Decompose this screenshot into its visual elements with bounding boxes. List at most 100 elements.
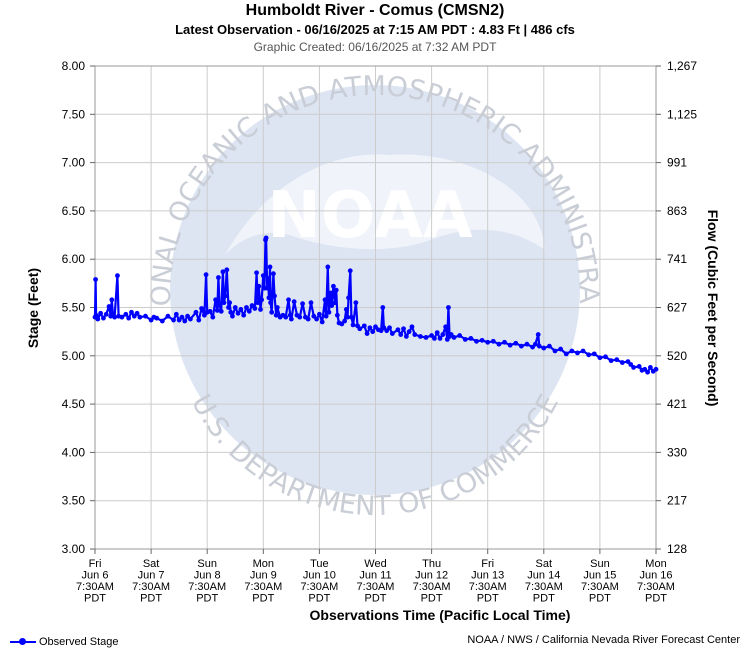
data-point — [513, 340, 519, 346]
data-point — [286, 297, 291, 303]
x-tick-label: Mon Jun 9 7:30AM PDT — [244, 558, 282, 605]
data-point — [502, 339, 507, 345]
data-point — [398, 332, 404, 337]
data-point — [216, 275, 221, 280]
data-point — [119, 314, 125, 320]
y-tick-label: 6.50 — [62, 204, 86, 218]
y2-tick-label: 1,267 — [667, 59, 697, 73]
data-point — [210, 314, 216, 320]
x-tick-label: Fri Jun 13 7:30AM PDT — [469, 558, 507, 605]
data-point — [332, 300, 338, 306]
data-point — [443, 324, 449, 330]
data-point — [334, 312, 340, 318]
data-point — [179, 314, 185, 320]
data-point — [106, 304, 112, 309]
y2-tick-label: 520 — [667, 349, 687, 363]
data-point — [468, 336, 474, 341]
data-point — [264, 285, 270, 291]
data-point — [314, 316, 319, 322]
data-point — [619, 360, 625, 365]
y2-tick-label: 627 — [667, 301, 687, 315]
data-point — [95, 316, 101, 322]
data-point — [325, 264, 331, 270]
data-point — [103, 311, 109, 317]
data-point — [409, 324, 415, 330]
y2-tick-label: 863 — [667, 204, 687, 218]
data-point — [196, 317, 202, 323]
data-point — [308, 300, 314, 306]
data-point — [207, 308, 213, 314]
data-point — [387, 325, 392, 331]
data-point — [536, 343, 542, 349]
x-tick-label: Wed Jun 11 7:30AM PDT — [357, 558, 395, 605]
data-point — [93, 312, 99, 318]
y2-tick-label: 128 — [667, 542, 687, 556]
y-tick-label: 7.50 — [62, 107, 86, 121]
data-point — [485, 339, 491, 345]
data-point — [274, 305, 280, 310]
data-point — [558, 346, 564, 352]
data-point — [287, 312, 293, 318]
x-tick-label: Sat Jun 14 7:30AM PDT — [525, 558, 563, 605]
data-point — [597, 355, 603, 361]
data-point — [255, 300, 261, 306]
y2-axis-title: Flow (Cubic Feet per Second) — [705, 210, 721, 407]
data-point — [401, 326, 406, 332]
data-point — [260, 273, 266, 279]
watermark-logo: NOAA — [267, 179, 473, 253]
data-point — [217, 303, 222, 308]
data-point — [129, 309, 134, 315]
x-axis-title: Observations Time (Pacific Local Time) — [310, 607, 571, 623]
data-point — [347, 268, 353, 274]
data-point — [440, 332, 446, 337]
latest-observation: Latest Observation - 06/16/2025 at 7:15 … — [175, 22, 575, 37]
data-point — [115, 273, 120, 279]
data-point — [586, 352, 592, 358]
y-tick-label: 4.50 — [62, 397, 86, 411]
y2-tick-label: 421 — [667, 397, 687, 411]
x-axis: Fri Jun 6 7:30AM PDT Sat Jun 7 7:30AM PDT Sun Jun… — [76, 549, 675, 605]
x-tick-label: Fri Jun 6 7:30AM PDT — [76, 558, 114, 605]
data-point — [348, 314, 354, 320]
data-point — [446, 305, 451, 310]
data-point — [258, 307, 263, 312]
data-point — [259, 297, 265, 303]
data-point — [230, 313, 235, 319]
data-point — [112, 314, 118, 320]
data-point — [238, 307, 244, 312]
data-point — [361, 323, 367, 329]
data-point — [297, 314, 303, 320]
data-point — [319, 319, 325, 325]
y-tick-label: 3.00 — [62, 542, 86, 556]
data-point — [232, 305, 238, 310]
data-point — [380, 305, 386, 310]
data-point — [109, 297, 115, 303]
data-point — [541, 345, 547, 351]
data-point — [389, 331, 395, 336]
data-point — [496, 341, 502, 347]
data-point — [563, 351, 569, 357]
data-point — [263, 235, 269, 241]
data-point — [252, 306, 258, 311]
x-tick-label: Tue Jun 10 7:30AM PDT — [300, 558, 338, 605]
data-point — [266, 295, 272, 301]
data-point — [123, 311, 129, 317]
data-point — [647, 364, 653, 370]
data-point — [524, 341, 530, 347]
data-point — [283, 314, 289, 320]
data-point — [222, 293, 228, 299]
data-point — [203, 272, 209, 278]
data-point — [270, 271, 276, 277]
data-point — [547, 343, 552, 349]
data-point — [93, 277, 98, 282]
data-point — [395, 327, 401, 333]
data-point — [187, 316, 193, 322]
data-point — [575, 350, 580, 356]
data-point — [406, 329, 412, 335]
data-point — [474, 338, 479, 344]
data-point — [437, 336, 443, 341]
y-axis-left: 3.00 3.50 4.00 4.50 5.00 5.50 6.00 6.50 7.00 7.50… — [62, 59, 95, 556]
data-point — [224, 267, 230, 273]
data-point — [98, 310, 104, 316]
data-point — [300, 301, 305, 307]
